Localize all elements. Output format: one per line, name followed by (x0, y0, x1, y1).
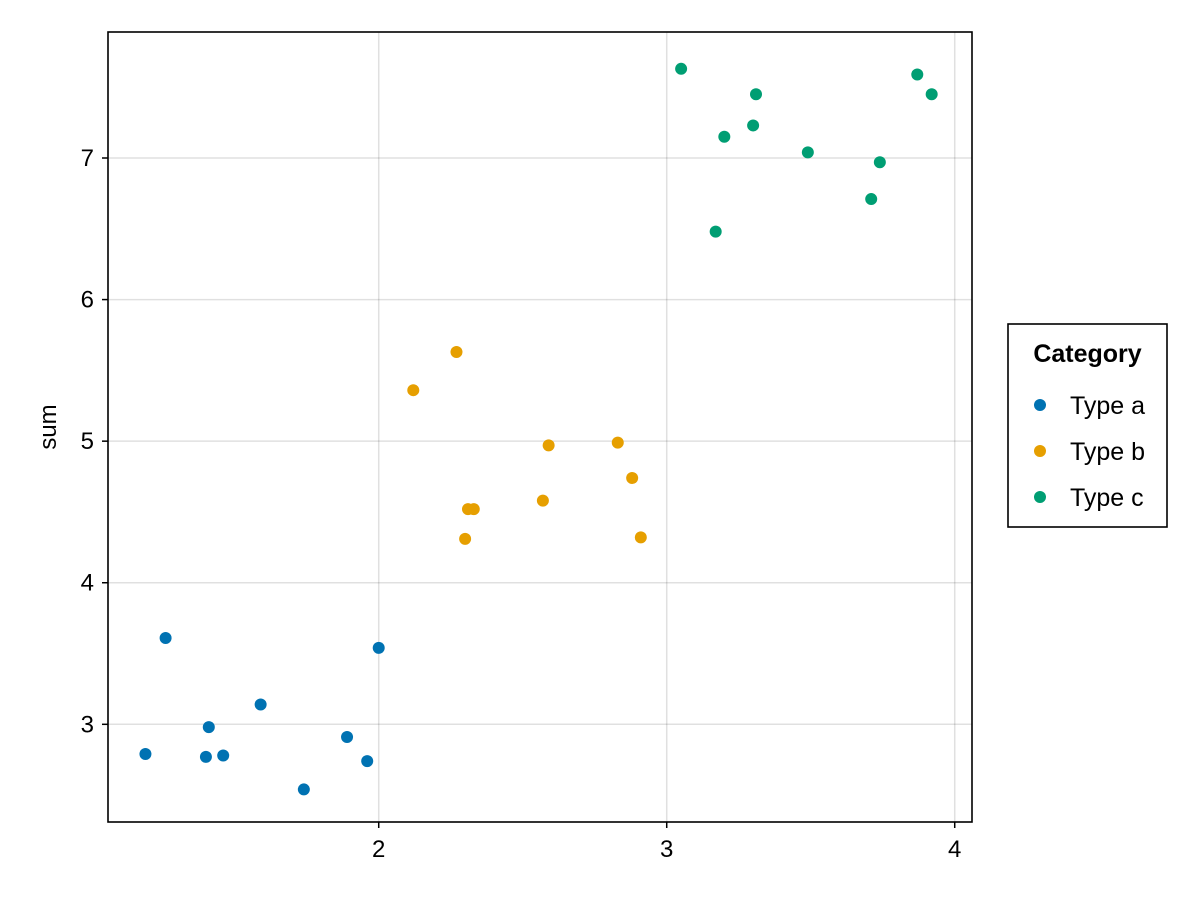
legend-marker (1034, 399, 1046, 411)
y-tick-label: 7 (81, 145, 94, 172)
data-point (611, 436, 624, 449)
legend-label: Type c (1070, 484, 1144, 512)
x-tick-label: 4 (948, 836, 961, 863)
legend-marker (1034, 445, 1046, 457)
data-point (709, 225, 722, 238)
points-layer (139, 62, 938, 796)
data-point (450, 345, 463, 358)
legend-entries: Type a Type b Type c (1034, 392, 1145, 512)
x-tick-label: 3 (660, 836, 673, 863)
data-point (459, 532, 472, 545)
data-point (407, 384, 420, 397)
legend-label: Type a (1070, 392, 1145, 420)
data-point (297, 783, 310, 796)
ticks-layer: 2 3 4 3 4 5 6 7 (81, 145, 962, 863)
legend-title: Category (1033, 340, 1141, 368)
data-point (911, 68, 924, 81)
y-tick-label: 6 (81, 287, 94, 314)
data-point (202, 721, 215, 734)
legend: Category Type a Type b Type c (1007, 323, 1168, 528)
grid-layer (108, 32, 972, 822)
y-axis-label: sum (35, 404, 62, 449)
data-point (341, 731, 354, 744)
y-tick-label: 4 (81, 570, 94, 597)
data-point (865, 193, 878, 206)
data-point (467, 503, 480, 516)
plot-frame (107, 31, 973, 823)
data-point (675, 62, 688, 75)
data-point (873, 156, 886, 169)
data-point (747, 119, 760, 132)
data-point (361, 755, 374, 768)
data-point (139, 748, 152, 761)
y-tick-label: 3 (81, 711, 94, 738)
data-point (254, 698, 267, 711)
legend-marker (1034, 491, 1046, 503)
data-point (372, 641, 385, 654)
data-point (217, 749, 230, 762)
data-point (536, 494, 549, 507)
data-point (750, 88, 762, 101)
data-point (925, 88, 938, 101)
legend-label: Type b (1070, 438, 1145, 466)
data-point (626, 471, 639, 484)
data-point (718, 130, 731, 143)
x-tick-label: 2 (372, 836, 385, 863)
data-point (801, 146, 814, 159)
data-point (542, 439, 555, 452)
data-point (159, 631, 172, 644)
data-point (199, 750, 212, 763)
y-tick-label: 5 (81, 428, 94, 455)
data-point (634, 531, 647, 544)
legend-box (1007, 323, 1168, 528)
